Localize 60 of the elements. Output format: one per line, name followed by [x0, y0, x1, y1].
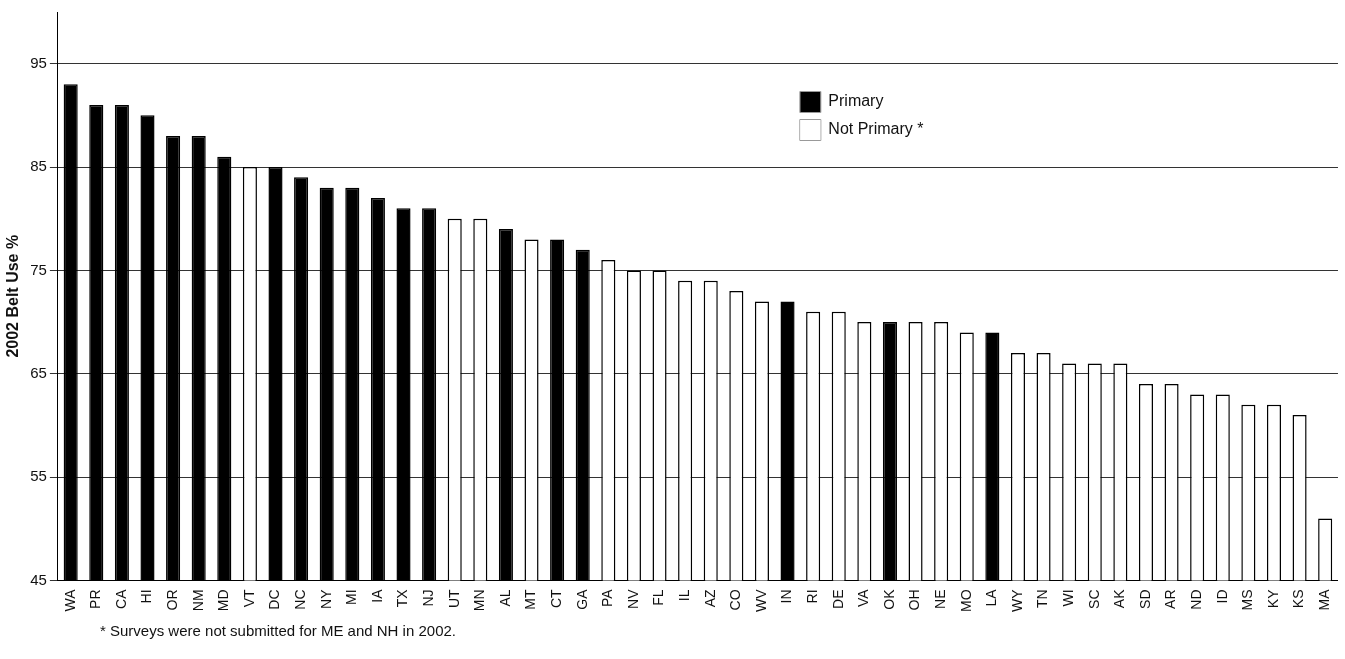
x-tick-label: IL	[675, 589, 692, 602]
x-tick-label: NV	[624, 588, 641, 609]
x-tick-label: NY	[317, 588, 334, 609]
x-tick-label: WY	[1008, 588, 1025, 613]
x-tick-label: TN	[1034, 589, 1051, 609]
x-tick-label: CO	[727, 589, 744, 611]
x-tick-label: MI	[343, 589, 360, 606]
x-tick-label: IN	[778, 589, 795, 604]
x-tick-label: IA	[368, 588, 385, 603]
text: * Surveys were not submitted for ME and NH in 2002.	[100, 622, 457, 639]
y-tick-label: 75	[30, 260, 47, 278]
x-tick-label: FL	[650, 589, 667, 606]
x-tick-label: AL	[496, 589, 513, 607]
x-tick-label: NJ	[419, 589, 436, 607]
x-tick-label: SD	[1136, 589, 1153, 609]
x-tick-label: GA	[573, 588, 590, 610]
x-tick-label: WV	[752, 588, 769, 613]
x-tick-label: WA	[61, 588, 78, 612]
x-tick-label: ID	[1213, 589, 1230, 604]
x-tick-label: CA	[112, 588, 129, 609]
x-tick-label: VA	[855, 588, 872, 608]
x-tick-label: OH	[906, 589, 923, 611]
x-tick-label: MS	[1239, 589, 1256, 611]
y-tick-label: 85	[30, 157, 47, 175]
x-tick-label: SC	[1085, 589, 1102, 609]
x-tick-label: HI	[138, 589, 155, 604]
legend-label: Not Primary *	[828, 120, 924, 138]
x-tick-label: CT	[547, 589, 564, 609]
x-tick-label: NE	[932, 589, 949, 609]
x-tick-label: MN	[471, 589, 488, 612]
y-tick-label: 65	[30, 363, 47, 381]
x-tick-label: PA	[599, 588, 616, 608]
x-tick-label: MA	[1316, 588, 1333, 611]
x-tick-label: AR	[1162, 589, 1179, 609]
x-tick-label: MO	[957, 589, 974, 613]
x-tick-label: LA	[983, 588, 1000, 607]
y-axis-title: 2002 Belt Use %	[4, 234, 22, 358]
x-tick-label: UT	[445, 589, 462, 609]
x-tick-label: KS	[1290, 589, 1307, 609]
y-tick-label: 95	[30, 53, 47, 71]
x-tick-label: OK	[880, 588, 897, 610]
x-tick-label: WI	[1060, 589, 1077, 607]
x-tick-label: NC	[291, 589, 308, 610]
x-tick-label: PR	[87, 589, 104, 609]
x-tick-label: TX	[394, 588, 411, 608]
x-tick-label: AZ	[701, 589, 718, 608]
x-tick-label: ND	[1188, 589, 1205, 610]
x-tick-label: RI	[804, 589, 820, 604]
x-tick-label: DC	[266, 589, 283, 610]
y-tick-label: 45	[30, 570, 47, 588]
x-tick-label: MD	[215, 589, 232, 612]
x-tick-label: DE	[829, 589, 846, 609]
x-tick-label: KY	[1264, 588, 1281, 609]
x-tick-label: NM	[189, 589, 206, 612]
legend-label: Primary	[828, 92, 884, 110]
x-tick-label: MT	[522, 589, 539, 610]
x-tick-label: OR	[163, 589, 180, 611]
y-tick-label: 55	[30, 467, 47, 485]
x-tick-label: VT	[240, 589, 257, 608]
x-tick-label: AK	[1111, 588, 1128, 609]
